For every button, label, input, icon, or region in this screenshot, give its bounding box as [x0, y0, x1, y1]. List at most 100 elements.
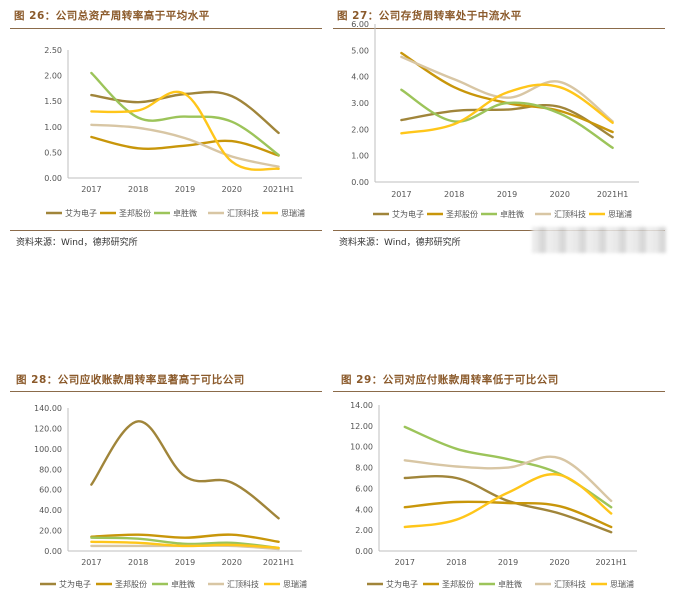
legend-label: 汇顶科技 — [227, 208, 259, 218]
y-tick-label: 0.00 — [44, 174, 62, 183]
y-tick-label: 4.00 — [351, 73, 369, 82]
series-line-3 — [400, 55, 614, 123]
x-tick-label: 2020 — [549, 558, 569, 567]
y-tick-label: 8.00 — [355, 464, 373, 473]
y-tick-label: 100.00 — [34, 445, 62, 454]
source-rule — [333, 230, 665, 231]
legend-label: 思瑞浦 — [283, 579, 307, 589]
series-line-3 — [403, 455, 613, 503]
series-line-2 — [90, 536, 280, 550]
legend-label: 思瑞浦 — [608, 209, 632, 219]
y-tick-label: 3.00 — [351, 99, 369, 108]
chart-panel-29: 图 29：公司对应付账款周转率低于可比公司 0.00 2.00 4.00 6.00 8.… — [333, 372, 665, 590]
chart-title: 图 26：公司总资产周转率高于平均水平 — [14, 10, 210, 22]
legend-label: 思瑞浦 — [281, 208, 305, 218]
title-rule — [10, 28, 322, 29]
legend-label: 卓胜微 — [500, 209, 524, 219]
legend-label: 圣邦股份 — [446, 209, 478, 219]
legend-label: 艾为电子 — [392, 209, 424, 219]
y-tick-label: 6.00 — [355, 484, 373, 493]
x-tick-label: 2017 — [391, 190, 411, 199]
series-line-1 — [90, 533, 280, 543]
y-tick-label: 14.00 — [350, 401, 373, 410]
y-tick-label: 1.00 — [351, 152, 369, 161]
legend-label: 汇顶科技 — [554, 579, 586, 589]
x-tick-label: 2018 — [128, 185, 148, 194]
chart-title: 图 29：公司对应付账款周转率低于可比公司 — [341, 374, 559, 386]
x-tick-label: 2020 — [222, 558, 242, 567]
series-line-1 — [90, 135, 280, 157]
x-tick-label: 2021H1 — [263, 558, 294, 567]
y-tick-label: 80.00 — [39, 465, 62, 474]
series-line-0 — [90, 420, 280, 520]
y-tick-label: 10.00 — [350, 443, 373, 452]
y-tick-label: 60.00 — [39, 486, 62, 495]
series-line-2 — [400, 88, 614, 149]
y-tick-label: 120.00 — [34, 424, 62, 433]
series-line-4 — [90, 90, 280, 171]
chart-panel-28: 图 28：公司应收账款周转率显著高于可比公司 0.00 20.00 40.00 60.… — [10, 372, 322, 590]
series-line-4 — [90, 540, 280, 550]
y-tick-label: 0.50 — [44, 148, 62, 157]
legend-label: 艾为电子 — [386, 579, 418, 589]
legend-label: 圣邦股份 — [115, 579, 147, 589]
x-tick-label: 2017 — [81, 558, 101, 567]
y-tick-label: 12.00 — [350, 422, 373, 431]
y-tick-label: 2.00 — [355, 526, 373, 535]
source-rule — [10, 230, 322, 231]
legend-label: 汇顶科技 — [554, 209, 586, 219]
legend-label: 圣邦股份 — [119, 208, 151, 218]
y-tick-label: 5.00 — [351, 46, 369, 55]
y-tick-label: 0.00 — [351, 178, 369, 187]
chart-title: 图 28：公司应收账款周转率显著高于可比公司 — [16, 374, 245, 386]
y-tick-label: 2.00 — [44, 72, 62, 81]
x-tick-label: 2020 — [222, 185, 242, 194]
y-tick-label: 2.50 — [44, 46, 62, 55]
x-tick-label: 2019 — [497, 190, 517, 199]
chart-svg: 0.00 0.50 1.00 1.50 2.00 2.50 2017 2018 2019 2020… — [44, 46, 305, 218]
series-line-3 — [90, 123, 280, 168]
x-tick-label: 2021H1 — [263, 185, 294, 194]
legend-label: 思瑞浦 — [610, 579, 634, 589]
series-line-0 — [403, 474, 613, 534]
chart-svg: 0.00 20.00 40.00 60.00 80.00 100.00 120.00 140.… — [34, 404, 307, 589]
legend-label: 艾为电子 — [65, 208, 97, 218]
source-note: 资料来源：Wind，德邦研究所 — [339, 238, 461, 248]
legend-label: 艾为电子 — [59, 579, 91, 589]
x-tick-label: 2019 — [498, 558, 518, 567]
legend-label: 汇顶科技 — [227, 579, 259, 589]
chart-svg: 0.00 1.00 2.00 3.00 4.00 5.00 6.00 2017 2018 2019… — [351, 20, 639, 219]
series-line-1 — [403, 500, 613, 529]
x-tick-label: 2019 — [175, 558, 195, 567]
legend-label: 卓胜微 — [171, 579, 195, 589]
series-line-2 — [90, 71, 280, 157]
y-tick-label: 6.00 — [351, 20, 369, 29]
y-tick-label: 0.00 — [44, 547, 62, 556]
legend-label: 卓胜微 — [173, 208, 197, 218]
x-tick-label: 2018 — [446, 558, 466, 567]
y-tick-label: 2.00 — [351, 125, 369, 134]
x-tick-label: 2018 — [128, 558, 148, 567]
redacted-watermark — [532, 227, 666, 253]
y-tick-label: 1.00 — [44, 123, 62, 132]
chart-svg: 0.00 2.00 4.00 6.00 8.00 10.00 12.00 14.00 2017 2… — [350, 401, 637, 589]
y-tick-label: 140.00 — [34, 404, 62, 413]
x-tick-label: 2021H1 — [595, 558, 626, 567]
chart-panel-27: 图 27：公司存货周转率处于中流水平 0.00 1.00 2.00 3.00 4.00 5… — [333, 8, 665, 248]
x-tick-label: 2019 — [175, 185, 195, 194]
legend-label: 卓胜微 — [498, 579, 522, 589]
y-tick-label: 20.00 — [39, 527, 62, 536]
title-rule — [333, 28, 665, 29]
x-tick-label: 2017 — [81, 185, 101, 194]
series-line-0 — [400, 103, 614, 139]
y-tick-label: 0.00 — [355, 547, 373, 556]
y-tick-label: 40.00 — [39, 506, 62, 515]
series-line-4 — [400, 83, 614, 135]
x-tick-label: 2020 — [550, 190, 570, 199]
title-rule — [10, 391, 322, 392]
x-tick-label: 2021H1 — [597, 190, 628, 199]
x-tick-label: 2017 — [395, 558, 415, 567]
chart-panel-26: 图 26：公司总资产周转率高于平均水平 0.00 0.50 1.00 1.50 2.00… — [10, 8, 322, 248]
y-tick-label: 1.50 — [44, 97, 62, 106]
source-note: 资料来源：Wind，德邦研究所 — [16, 238, 138, 248]
